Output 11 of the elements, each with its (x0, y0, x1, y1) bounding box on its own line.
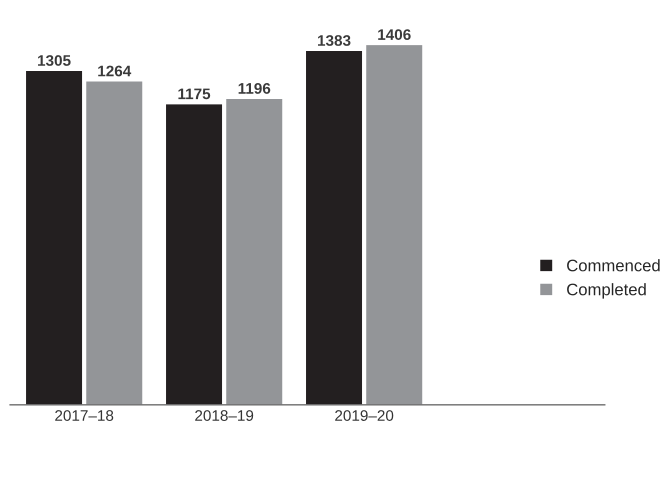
data-label: 1175 (178, 88, 210, 100)
legend-label: Commenced (567, 259, 660, 272)
data-label: 1196 (238, 83, 270, 94)
x-tick-label: 2017–18 (55, 410, 114, 421)
data-label: 1264 (98, 66, 132, 76)
x-tick-label: 2019–20 (335, 410, 394, 421)
data-label: 1305 (38, 55, 71, 66)
legend-label: Completed (567, 283, 646, 299)
data-label: 1383 (318, 35, 350, 46)
data-label: 1406 (378, 29, 411, 40)
x-tick-label: 2018–19 (195, 410, 254, 421)
